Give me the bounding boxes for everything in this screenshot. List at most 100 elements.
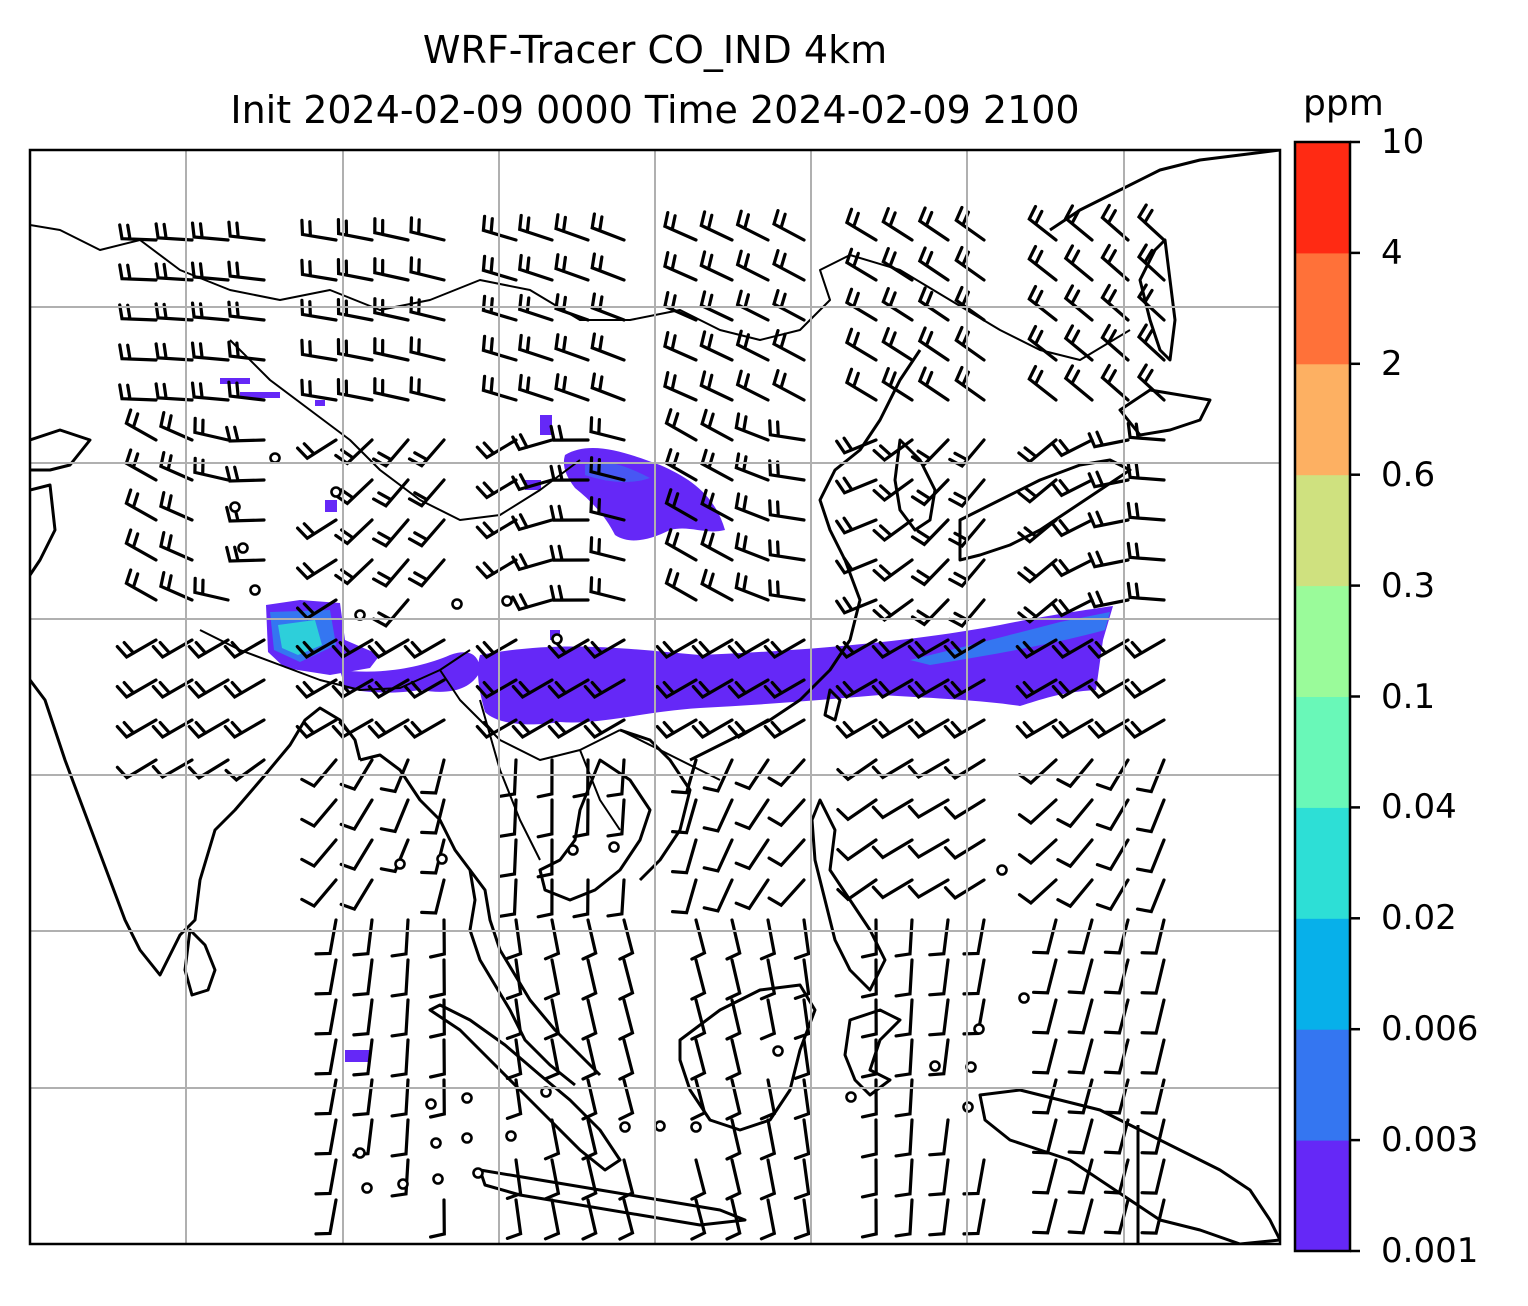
wind-barb xyxy=(699,290,734,322)
wind-barb xyxy=(373,217,410,242)
wind-barb xyxy=(1136,283,1166,322)
wind-barb xyxy=(962,1158,986,1196)
map-frame xyxy=(28,148,1282,1246)
wind-barb xyxy=(1103,998,1130,1035)
wind-barb xyxy=(734,798,770,831)
wind-barb xyxy=(372,518,410,548)
wind-barb xyxy=(844,287,878,322)
wind-barb xyxy=(511,553,554,572)
wind-barb xyxy=(1051,678,1094,700)
wind-barb xyxy=(1140,1158,1166,1195)
new-guinea-coastline xyxy=(978,1088,1280,1244)
wind-barb xyxy=(151,638,194,660)
wind-barb xyxy=(699,210,734,242)
colorbar-segment xyxy=(1295,1029,1350,1141)
wind-barb xyxy=(948,558,986,589)
wind-barb xyxy=(1135,758,1166,794)
wind-barb xyxy=(768,419,806,442)
wind-barb xyxy=(943,798,986,820)
wind-barb xyxy=(655,718,698,740)
wind-barb xyxy=(606,878,626,918)
wind-barb-layer xyxy=(115,203,1166,1241)
wind-barb xyxy=(590,252,626,282)
wind-barb xyxy=(1126,501,1166,522)
wind-barb xyxy=(907,838,950,860)
wind-barb xyxy=(835,596,878,615)
wind-barb xyxy=(554,373,590,402)
wind-barb xyxy=(1087,430,1130,449)
wind-barb xyxy=(690,1038,707,1081)
wind-barb xyxy=(336,218,374,242)
wind-barb xyxy=(390,918,410,958)
wind-barb xyxy=(860,1198,878,1239)
wind-barb xyxy=(1017,558,1058,584)
wind-barb xyxy=(554,293,590,322)
wind-barb xyxy=(300,298,338,322)
wind-barb xyxy=(618,1078,635,1121)
wind-barb xyxy=(917,326,950,362)
wind-barb xyxy=(314,1038,338,1076)
wind-barb xyxy=(225,545,266,563)
wind-barb xyxy=(590,332,626,362)
wind-barb xyxy=(505,1078,523,1120)
wind-barb xyxy=(763,678,806,700)
wind-barb xyxy=(590,212,626,242)
calm-wind-marker xyxy=(551,633,563,645)
wind-barb xyxy=(700,408,734,442)
wind-barb xyxy=(860,1118,878,1159)
wind-barb xyxy=(881,207,914,242)
wind-barb xyxy=(928,958,950,997)
wind-barb xyxy=(702,878,734,913)
wind-barb xyxy=(1103,1198,1130,1235)
wind-barb xyxy=(759,998,777,1041)
wind-barb xyxy=(1027,244,1058,282)
wind-barb xyxy=(894,1198,914,1238)
wind-barb xyxy=(860,958,878,999)
wind-barb xyxy=(943,878,986,900)
wind-barb xyxy=(1027,364,1058,402)
wind-barb xyxy=(554,253,590,282)
wind-barb xyxy=(589,576,626,602)
calm-wind-marker xyxy=(567,844,579,856)
calm-wind-marker xyxy=(654,1120,666,1132)
tracer-plume-north xyxy=(563,448,725,541)
colorbar-tick-label: 0.1 xyxy=(1381,676,1436,717)
wind-barb xyxy=(943,638,986,660)
wind-barb xyxy=(844,367,878,402)
wind-barb xyxy=(759,1158,777,1201)
wind-barb xyxy=(296,558,338,581)
wind-barb xyxy=(429,1038,446,1079)
wind-barb xyxy=(227,380,266,402)
wind-barb xyxy=(1017,798,1058,825)
wind-barb xyxy=(1051,558,1094,578)
wind-barb xyxy=(536,758,554,799)
wind-barb xyxy=(517,293,554,322)
wind-barb xyxy=(505,1158,523,1200)
wind-barb xyxy=(872,478,914,503)
tracer-patch xyxy=(240,392,280,398)
map-title-line-1: WRF-Tracer CO_IND 4km xyxy=(422,28,888,72)
wind-barb xyxy=(407,478,446,508)
wind-barb xyxy=(505,1198,523,1240)
colorbar-segment xyxy=(1295,807,1350,919)
calm-wind-marker xyxy=(432,1173,444,1185)
calm-wind-marker xyxy=(430,1137,442,1149)
wind-barb xyxy=(118,263,158,282)
calm-wind-marker xyxy=(973,1023,985,1035)
wind-barb xyxy=(1136,363,1166,402)
wind-barb xyxy=(190,301,230,322)
wind-barb xyxy=(352,918,374,957)
wind-barb xyxy=(154,342,194,362)
tracer-patch xyxy=(595,490,620,500)
wind-barb xyxy=(554,213,590,242)
wind-barb xyxy=(767,798,806,828)
wind-barb xyxy=(671,758,698,795)
wind-barb xyxy=(763,638,806,660)
wind-barb xyxy=(700,448,734,482)
colorbar-segment xyxy=(1295,252,1350,365)
wind-barb xyxy=(187,718,230,740)
wind-barb xyxy=(881,247,914,282)
calm-wind-marker xyxy=(361,1182,373,1194)
wind-barb xyxy=(1140,918,1166,955)
wind-barb xyxy=(1017,598,1058,624)
